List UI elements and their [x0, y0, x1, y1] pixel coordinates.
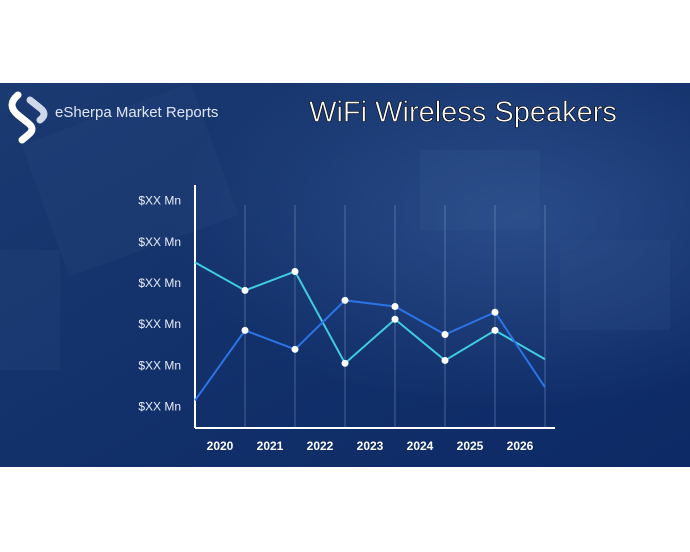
point [241, 326, 249, 334]
logo-icon [8, 91, 36, 144]
point [491, 308, 499, 316]
point [341, 359, 349, 367]
y-tick-label: $XX Mn [138, 235, 181, 249]
logo-icon [26, 96, 48, 124]
circuit-decoration [0, 83, 670, 370]
y-tick-label: $XX Mn [138, 358, 181, 372]
point [291, 345, 299, 353]
logo: eSherpa Market Reports [8, 91, 218, 144]
line-series [194, 261, 546, 365]
logo-text: eSherpa Market Reports [55, 104, 218, 121]
y-tick-label: $XX Mn [138, 400, 181, 414]
y-tick-label: $XX Mn [138, 194, 181, 208]
y-tick-label: $XX Mn [138, 276, 181, 290]
point [341, 296, 349, 304]
x-tick-label: 2024 [407, 439, 434, 453]
x-tick-label: 2023 [357, 439, 384, 453]
point [491, 326, 499, 334]
x-tick-label: 2025 [457, 439, 484, 453]
point [441, 331, 449, 339]
point [391, 315, 399, 323]
chart-title: WiFi Wireless Speakers [309, 97, 617, 129]
point [291, 267, 299, 275]
x-tick-label: 2020 [207, 439, 234, 453]
x-tick-label: 2022 [307, 439, 334, 453]
point [391, 303, 399, 310]
point [241, 286, 249, 294]
point [441, 356, 449, 364]
x-tick-label: 2021 [257, 439, 284, 453]
banner-glow [0, 83, 690, 467]
x-tick-label: 2026 [507, 439, 534, 453]
y-tick-label: $XX Mn [138, 317, 181, 331]
line-series [194, 299, 546, 401]
